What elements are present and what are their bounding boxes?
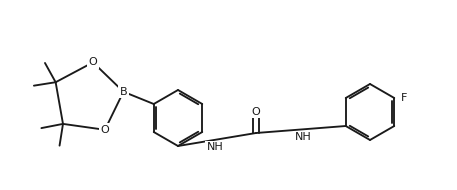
Text: F: F <box>401 93 408 103</box>
Text: NH: NH <box>207 142 223 153</box>
Text: O: O <box>101 125 109 135</box>
Text: O: O <box>252 107 260 117</box>
Text: O: O <box>89 57 97 67</box>
Text: B: B <box>120 87 127 97</box>
Text: NH: NH <box>294 132 311 142</box>
